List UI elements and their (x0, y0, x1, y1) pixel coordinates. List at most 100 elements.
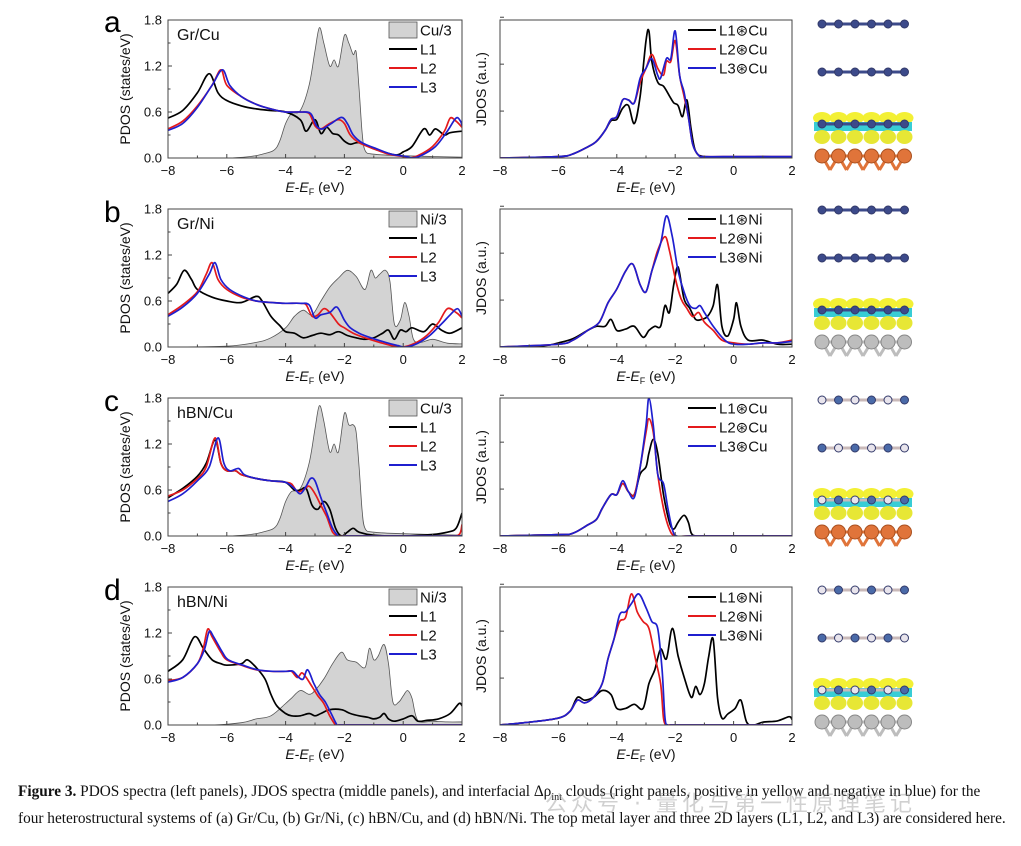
charge-cloud-positive (813, 298, 831, 310)
y-axis-label: PDOS (states/eV) (117, 411, 133, 522)
atom-bn (850, 443, 860, 453)
atom-bn (834, 633, 843, 643)
y-tick-label: 0.0 (144, 340, 162, 355)
x-axis-label: E-EF (eV) (616, 557, 675, 575)
atom-cu (880, 524, 896, 540)
atom-bn (850, 495, 860, 505)
charge-cloud-positive (847, 506, 863, 520)
legend-label: L3⊛Ni (719, 250, 762, 267)
atom-c (867, 119, 876, 129)
atom-bn (883, 443, 893, 453)
atom-bn (817, 443, 827, 453)
series-line-L3 (168, 437, 462, 536)
charge-cloud-positive (813, 112, 831, 124)
atom-c (883, 305, 893, 315)
x-tick-label: −4 (278, 352, 293, 367)
charge-cloud-negative (814, 122, 912, 131)
atom-bn (817, 633, 827, 643)
atom-cu (831, 524, 846, 540)
charge-cloud-positive (879, 678, 897, 690)
atom-c (850, 305, 860, 315)
x-tick-label: −6 (551, 163, 566, 178)
legend: L1⊛Ni L2⊛Ni L3⊛Ni (688, 590, 762, 645)
x-tick-label: −8 (161, 730, 176, 745)
charge-cloud-positive (862, 298, 881, 310)
atom-bn (900, 633, 909, 643)
y-tick-label: 0.0 (144, 718, 162, 733)
chart-pdos-b: −8 −6 −4 −2 0 2 E-EF (eV) 0.0 0.6 1.2 1.8 PDOS (sta… (117, 202, 466, 387)
legend-swatch (388, 588, 418, 606)
atom-c (817, 67, 827, 77)
charge-cloud-positive (830, 696, 847, 710)
y-axis-label: JDOS (a.u.) (473, 241, 489, 315)
atom-bn (900, 585, 909, 595)
atom-bn (867, 685, 876, 695)
structure-hbn-ni (813, 585, 914, 737)
charge-cloud-positive (830, 316, 847, 330)
y-tick-label: 0.6 (144, 294, 162, 309)
x-tick-label: −2 (668, 730, 683, 745)
legend-label: L3⊛Cu (719, 439, 767, 456)
atom-bn (850, 685, 860, 695)
x-tick-label: −6 (551, 541, 566, 556)
legend-label: L2 (420, 250, 437, 267)
atom-c (817, 253, 827, 263)
charge-cloud-positive (814, 696, 830, 710)
x-tick-label: −4 (609, 730, 624, 745)
atom-c (883, 67, 893, 77)
atom-cu (864, 148, 879, 164)
x-tick-label: 0 (730, 541, 737, 556)
atom-c (883, 253, 893, 263)
legend-label: L2⊛Ni (719, 231, 762, 248)
x-tick-label: −6 (219, 163, 234, 178)
atom-c (883, 119, 893, 129)
atom-bn (850, 395, 860, 405)
atom-cu (897, 148, 912, 164)
legend-label: L3⊛Ni (719, 628, 762, 645)
structure-hbn-cu (813, 395, 914, 547)
charge-cloud-positive (813, 488, 831, 500)
chart-jdos-c: −8 −6 −4 −2 0 2 E-EF (eV) JDOS (a.u.) L1⊛Cu L2⊛Cu… (473, 394, 796, 575)
charge-cloud-positive (895, 678, 914, 690)
charge-cloud-positive (880, 316, 896, 330)
atom-c (867, 305, 876, 315)
charge-cloud-negative (814, 688, 912, 697)
series-line-L3 (168, 68, 462, 158)
chart-jdos-a: −8 −6 −4 −2 0 2 E-EF (eV) JDOS (a.u.) L1⊛Cu L2⊛Cu… (473, 16, 796, 197)
x-tick-label: 2 (788, 352, 795, 367)
charge-cloud-positive (847, 696, 863, 710)
x-tick-label: −2 (668, 541, 683, 556)
charge-cloud-positive (879, 488, 897, 500)
x-tick-label: −8 (161, 163, 176, 178)
atom-bn (817, 585, 827, 595)
charge-cloud-positive (896, 506, 913, 520)
atom-ni (864, 714, 879, 730)
x-tick-label: 0 (400, 730, 407, 745)
y-tick-label: 1.2 (144, 248, 162, 263)
charge-cloud-positive (879, 298, 897, 310)
atom-ni (847, 714, 863, 730)
charge-cloud-positive (829, 112, 848, 124)
x-tick-label: −4 (609, 163, 624, 178)
atom-cu (814, 148, 830, 164)
x-tick-label: 2 (788, 541, 795, 556)
x-tick-label: −8 (493, 730, 508, 745)
atom-c (817, 19, 827, 29)
atom-c (817, 305, 827, 315)
atom-c (834, 19, 843, 29)
charge-cloud-positive (846, 488, 864, 500)
x-tick-label: −8 (493, 352, 508, 367)
charts-canvas: −8 −6 −4 −2 0 2 E-EF (eV) 0.0 0.6 1.2 1.8 PDOS (sta… (117, 13, 796, 765)
y-tick-label: 0.0 (144, 529, 162, 544)
charge-cloud-positive (814, 130, 830, 144)
atom-c (867, 253, 876, 263)
atom-c (834, 253, 843, 263)
atom-cu (847, 148, 863, 164)
legend-label: L1 (420, 42, 437, 59)
x-axis-label: E-EF (eV) (285, 368, 344, 386)
x-tick-label: −2 (668, 163, 683, 178)
plot-area (500, 593, 792, 725)
atom-bn (867, 443, 876, 453)
atom-c (850, 205, 860, 215)
atom-ni (814, 334, 830, 350)
